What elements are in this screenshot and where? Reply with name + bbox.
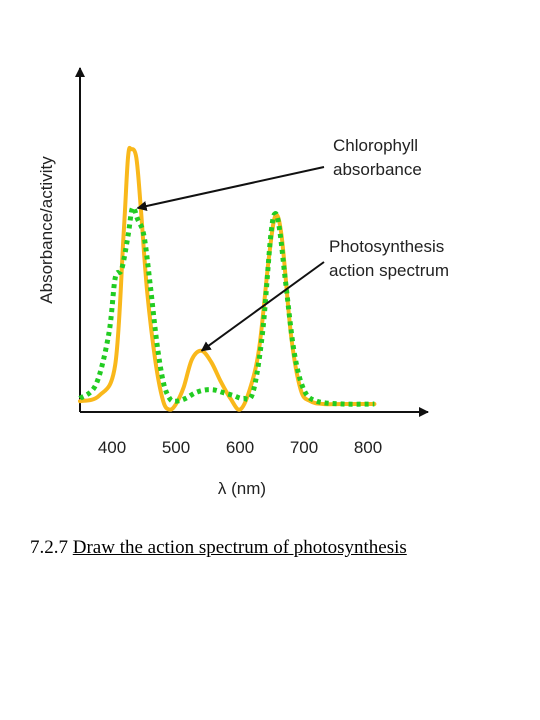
x-tick-label: 700 bbox=[290, 438, 318, 457]
x-tick-labels: 400 500 600 700 800 bbox=[98, 438, 382, 457]
caption: 7.2.7 Draw the action spectrum of photos… bbox=[30, 537, 407, 559]
action-spectrum-chart: 400 500 600 700 800 Absorbance/activity λ (n… bbox=[37, 67, 449, 498]
action-spectrum-label: Photosynthesis action spectrum bbox=[329, 237, 449, 280]
chlorophyll-absorbance-label: Chlorophyll absorbance bbox=[333, 136, 422, 179]
series-layer bbox=[78, 145, 377, 412]
chlorophyll-absorbance-label-line: absorbance bbox=[333, 160, 422, 179]
x-tick-label: 500 bbox=[162, 438, 190, 457]
axes bbox=[75, 67, 429, 417]
annotations: Chlorophyll absorbance Photosynthesis actio… bbox=[136, 136, 449, 352]
annotation-arrow bbox=[200, 261, 325, 352]
caption-number: 7.2.7 bbox=[30, 537, 68, 558]
x-tick-label: 600 bbox=[226, 438, 254, 457]
action-spectrum-label-line: action spectrum bbox=[329, 261, 449, 280]
action-spectrum-label-line: Photosynthesis bbox=[329, 237, 444, 256]
x-tick-label: 800 bbox=[354, 438, 382, 457]
annotation-arrow bbox=[136, 166, 325, 211]
caption-text: Draw the action spectrum of photosynthes… bbox=[72, 537, 407, 558]
chlorophyll-absorbance-line bbox=[78, 145, 377, 412]
y-axis-label: Absorbance/activity bbox=[37, 156, 56, 304]
x-axis-label: λ (nm) bbox=[218, 479, 266, 498]
action-spectrum-line bbox=[78, 204, 375, 407]
chlorophyll-absorbance-label-line: Chlorophyll bbox=[333, 136, 418, 155]
x-tick-label: 400 bbox=[98, 438, 126, 457]
